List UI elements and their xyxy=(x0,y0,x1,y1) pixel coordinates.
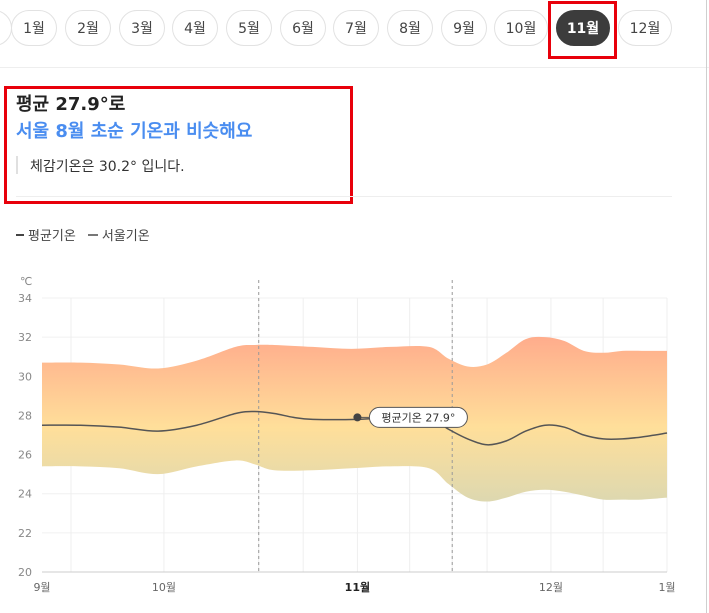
chart-legend: 평균기온 서울기온 xyxy=(16,225,150,244)
x-tick-label: 11월 xyxy=(345,580,370,594)
x-tick-label: 12월 xyxy=(539,581,563,594)
month-tab-jan[interactable]: 1월 xyxy=(11,10,57,46)
feels-like-text: 체감기온은 30.2° 입니다. xyxy=(30,159,185,175)
legend-seoul: 서울기온 xyxy=(87,225,150,244)
y-axis-unit: ℃ xyxy=(20,275,32,288)
y-tick-label: 30 xyxy=(18,370,32,383)
month-selector: 1월 2월 3월 4월 5월 6월 7월 8월 9월 10월 11월 12월 xyxy=(0,0,709,58)
tooltip-bubble xyxy=(368,406,468,428)
y-tick-label: 28 xyxy=(18,409,32,422)
selected-point-dot xyxy=(353,413,362,422)
x-tick-label: 10월 xyxy=(152,581,176,594)
month-tab-jun[interactable]: 6월 xyxy=(280,10,326,46)
y-tick-label: 20 xyxy=(18,566,32,579)
solid-line-icon xyxy=(16,233,24,236)
y-tick-label: 34 xyxy=(18,292,32,305)
top-divider xyxy=(0,67,709,68)
legend-avg: 평균기온 xyxy=(16,225,76,244)
summary-comparison: 서울 8월 초순 기온과 비슷해요 xyxy=(16,121,253,142)
month-tab-mar[interactable]: 3월 xyxy=(119,10,165,46)
month-tab-sep[interactable]: 9월 xyxy=(441,10,487,46)
month-tab-oct[interactable]: 10월 xyxy=(494,10,548,46)
y-tick-label: 24 xyxy=(18,488,32,501)
right-edge-line xyxy=(706,0,707,613)
month-tab-aug[interactable]: 8월 xyxy=(387,10,433,46)
summary-divider xyxy=(16,196,672,197)
month-tab-jul[interactable]: 7월 xyxy=(333,10,379,46)
summary-highlight xyxy=(4,86,353,204)
x-tick-label: 9월 xyxy=(33,581,50,594)
legend-seoul-label: 서울기온 xyxy=(101,229,150,244)
summary-average: 평균 27.9°로 xyxy=(16,94,126,115)
month-tab-nov[interactable]: 11월 xyxy=(556,10,610,46)
tooltip-label: 평균기온 27.9° xyxy=(381,411,455,424)
month-tab-apr[interactable]: 4월 xyxy=(172,10,218,46)
quote-bar xyxy=(16,156,18,174)
y-tick-label: 32 xyxy=(18,331,32,344)
y-tick-label: 26 xyxy=(18,449,32,462)
x-tick-label: 1월 xyxy=(658,581,675,594)
active-month-highlight xyxy=(548,1,617,59)
month-tab-dec[interactable]: 12월 xyxy=(618,10,672,46)
month-tab-feb[interactable]: 2월 xyxy=(65,10,111,46)
month-tab-may[interactable]: 5월 xyxy=(226,10,272,46)
legend-avg-label: 평균기온 xyxy=(28,229,76,244)
dashed-line-icon xyxy=(87,233,98,236)
y-tick-label: 22 xyxy=(18,527,32,540)
